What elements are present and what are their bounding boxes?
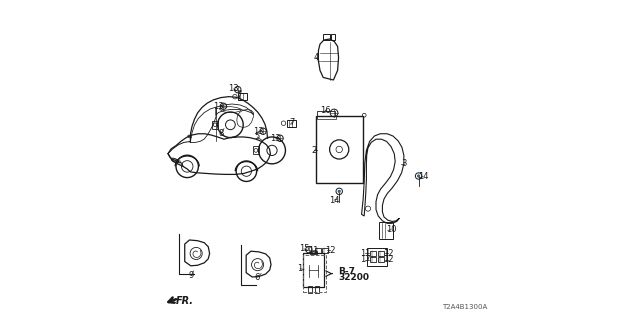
Text: T2A4B1300A: T2A4B1300A — [442, 304, 487, 310]
Bar — [310, 251, 317, 254]
Bar — [323, 34, 330, 40]
Bar — [322, 248, 328, 253]
Bar — [378, 251, 384, 256]
Bar — [370, 257, 376, 262]
Text: 32200: 32200 — [338, 273, 369, 282]
Bar — [317, 111, 335, 116]
Text: 8: 8 — [218, 129, 223, 138]
Text: 12: 12 — [383, 255, 394, 264]
Text: 13: 13 — [271, 134, 281, 143]
Text: 10: 10 — [386, 225, 396, 234]
Bar — [287, 120, 296, 127]
Text: 17: 17 — [360, 255, 371, 264]
Text: 7: 7 — [289, 118, 294, 127]
Circle shape — [417, 175, 420, 177]
Text: 7: 7 — [236, 91, 241, 100]
Text: 15: 15 — [299, 244, 309, 253]
Bar — [367, 248, 387, 266]
Text: 6: 6 — [254, 273, 259, 282]
Text: 5: 5 — [255, 132, 260, 141]
Bar — [315, 286, 319, 293]
Text: 13: 13 — [228, 84, 239, 93]
Text: 4: 4 — [314, 53, 319, 62]
Text: 13: 13 — [253, 127, 263, 136]
Bar — [370, 251, 376, 256]
Text: 14: 14 — [329, 196, 340, 204]
Text: 11: 11 — [308, 246, 318, 255]
Text: 11: 11 — [360, 249, 371, 258]
Text: 12: 12 — [325, 246, 335, 255]
Text: 2: 2 — [311, 146, 316, 155]
Bar — [303, 255, 326, 292]
Bar — [308, 286, 312, 293]
Text: B-7: B-7 — [338, 268, 355, 276]
Bar — [378, 257, 384, 262]
Bar — [238, 93, 247, 100]
Text: 12: 12 — [383, 249, 394, 258]
Text: 16: 16 — [320, 106, 330, 115]
Text: 13: 13 — [213, 102, 224, 111]
Circle shape — [338, 190, 340, 193]
Text: 3: 3 — [401, 159, 406, 168]
Text: 9: 9 — [189, 271, 194, 280]
Bar — [315, 248, 321, 253]
Text: 1: 1 — [298, 264, 303, 273]
Text: FR.: FR. — [175, 296, 193, 306]
Bar — [331, 34, 335, 40]
Text: 14: 14 — [418, 172, 428, 181]
Bar — [317, 116, 336, 119]
